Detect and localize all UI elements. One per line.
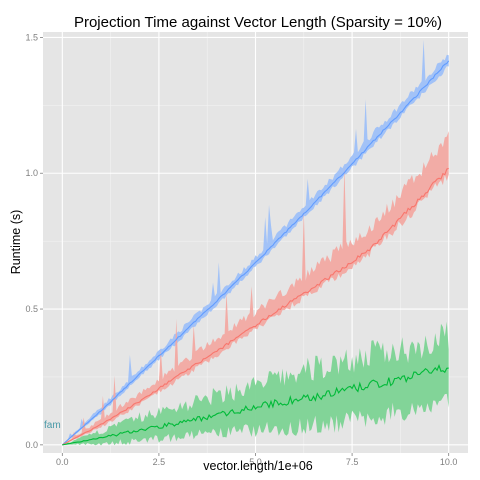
series-line xyxy=(62,364,449,446)
x-axis-ticks: 0.0 2.5 5.0 7.5 10.0 xyxy=(56,453,457,467)
series-annotation: fam xyxy=(44,420,61,431)
x-tick-label: 7.5 xyxy=(346,457,359,467)
y-tick-label: 1.0 xyxy=(25,168,38,178)
y-tick-label: 0.5 xyxy=(25,304,38,314)
y-axis-ticks: 0.0 0.5 1.0 1.5 xyxy=(25,32,43,450)
chart-title: Projection Time against Vector Length (S… xyxy=(74,14,442,31)
series-lines xyxy=(61,60,450,446)
series-line xyxy=(62,167,449,446)
y-tick-label: 0.0 xyxy=(25,440,38,450)
y-axis-title: Runtime (s) xyxy=(9,210,23,275)
x-tick-label: 10.0 xyxy=(440,457,458,467)
major-grid xyxy=(43,32,468,453)
x-axis-title: vector.length/1e+06 xyxy=(203,459,313,473)
series-band xyxy=(62,321,449,446)
x-tick-label: 5.0 xyxy=(249,457,262,467)
confidence-bands xyxy=(62,39,449,446)
x-tick-label: 0.0 xyxy=(56,457,69,467)
y-tick-label: 1.5 xyxy=(25,32,38,42)
x-tick-label: 2.5 xyxy=(153,457,166,467)
series-line xyxy=(61,60,450,446)
